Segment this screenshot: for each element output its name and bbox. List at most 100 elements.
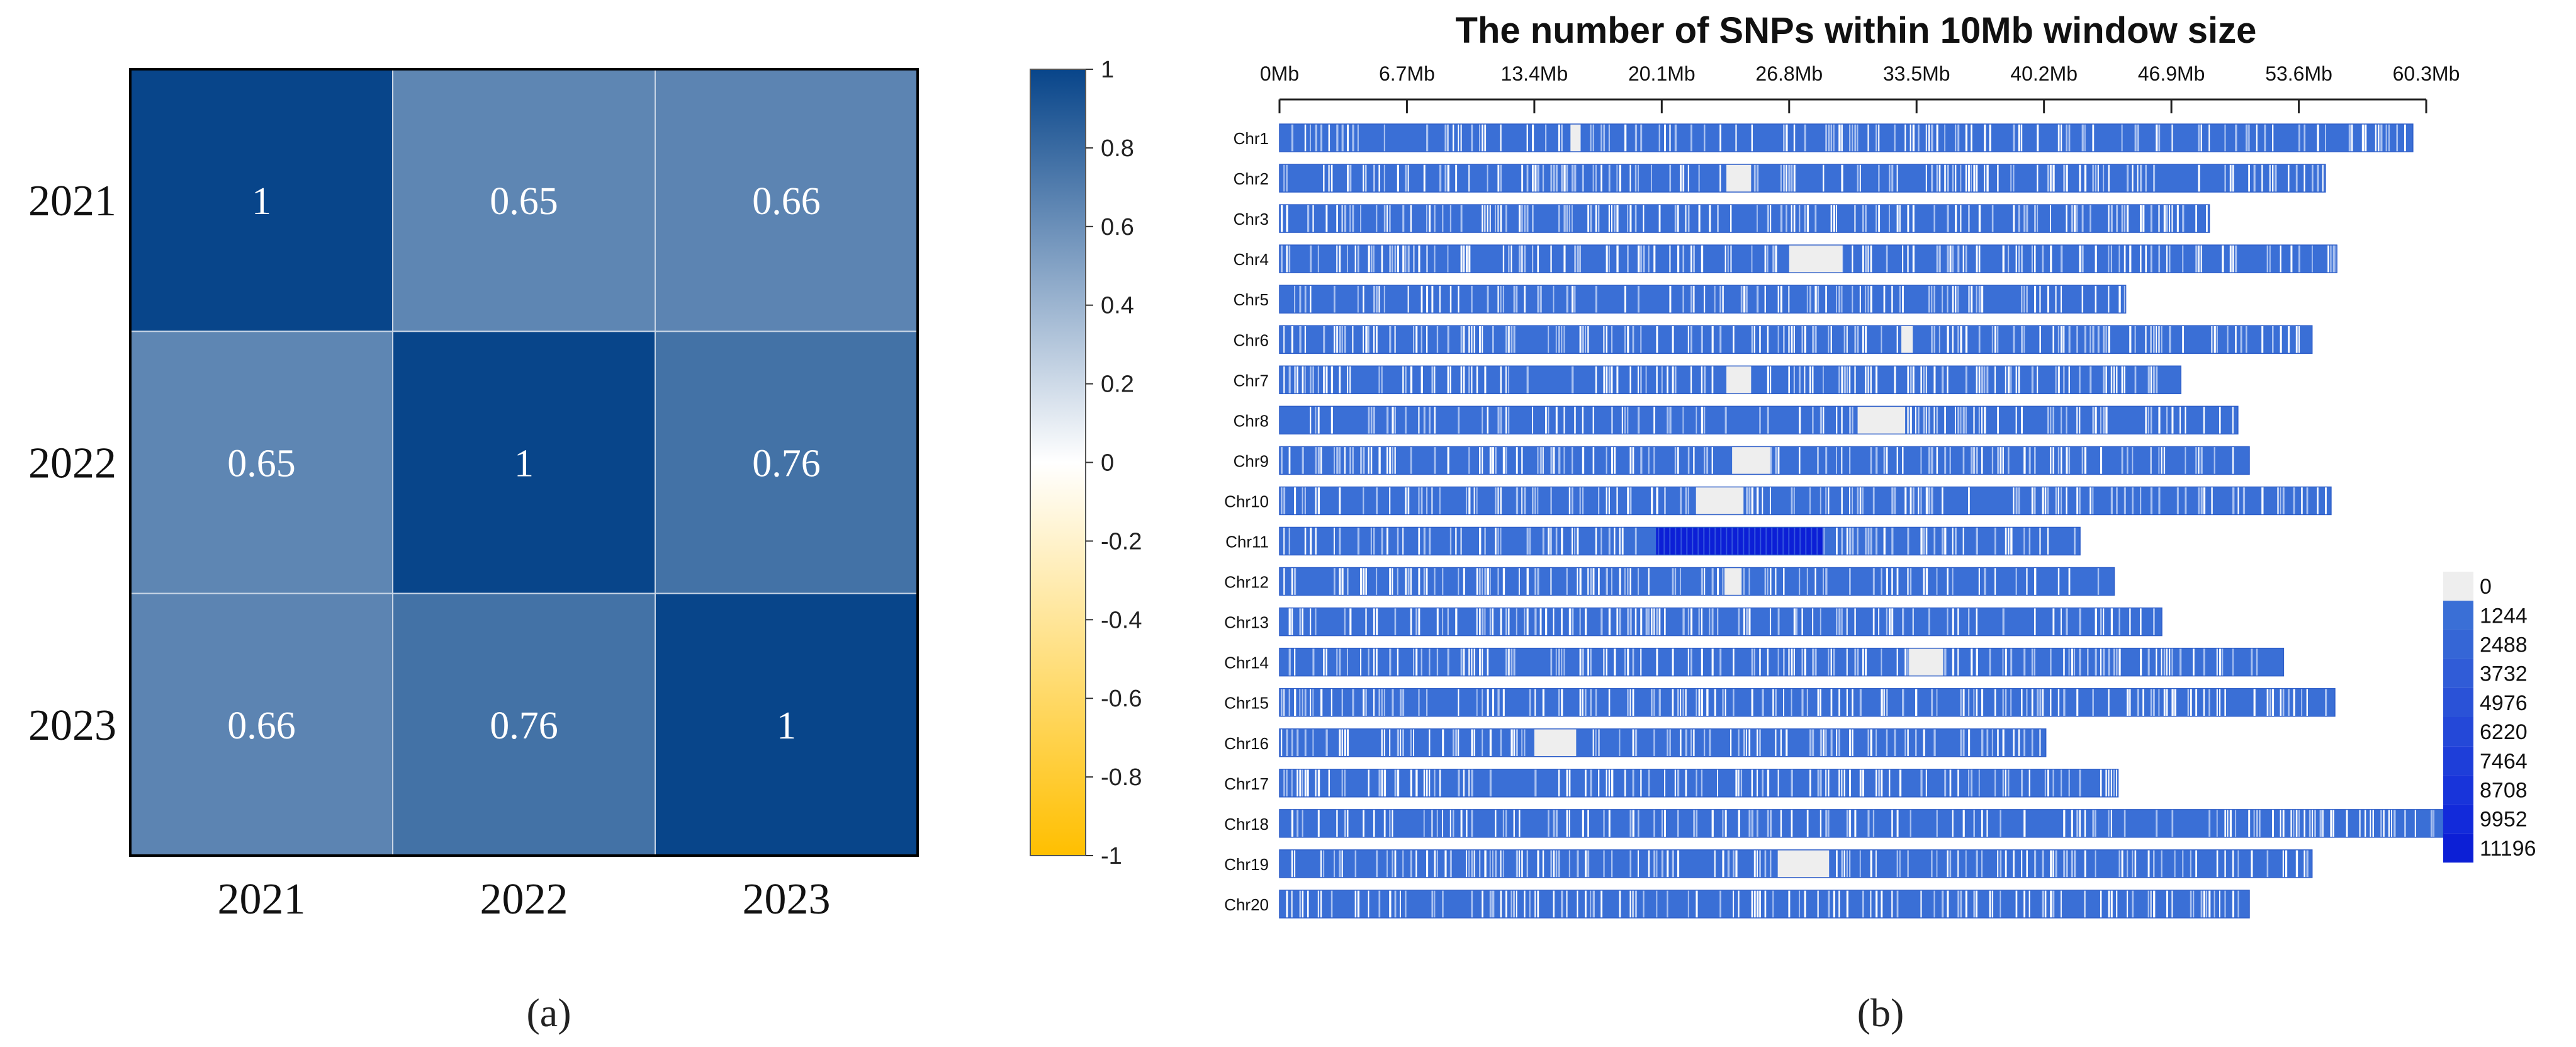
snp-window-stripe [2063,325,2065,354]
snp-window-stripe [1600,527,1602,555]
snp-window-stripe [1383,205,1386,233]
snp-window-stripe [1423,567,1426,596]
snp-window-stripe [2208,124,2210,152]
snp-window-stripe [1407,487,1410,515]
snp-window-stripe [1791,809,1793,837]
snp-window-stripe [1629,366,1631,394]
snp-window-stripe [1334,527,1335,555]
snp-window-stripe [2013,205,2015,233]
snp-window-stripe [1376,285,1378,314]
snp-window-stripe [1925,164,1927,193]
snp-window-stripe [1733,648,1735,676]
snp-window-stripe [1307,890,1309,918]
snp-window-stripe [2013,164,2015,193]
snp-window-stripe [1825,567,1828,596]
snp-window-stripe [1460,245,1463,273]
snp-window-stripe [1957,608,1959,636]
snp-window-stripe [2108,769,2110,797]
snp-window-stripe [1849,849,1851,878]
snp-window-stripe [1933,366,1936,394]
snp-window-stripe [1820,487,1821,515]
snp-window-stripe [1585,849,1587,878]
snp-window-stripe [1711,809,1714,837]
snp-window-stripe [2005,527,2007,555]
snp-window-stripe [1579,325,1582,354]
snp-window-stripe [1532,245,1534,273]
snp-window-stripe [1323,849,1325,878]
snp-window-stripe [2110,487,2113,515]
snp-window-stripe [2057,124,2060,152]
snp-window-stripe [1519,567,1520,596]
snp-window-stripe [2031,245,2033,273]
snp-window-stripe [1526,567,1529,596]
snp-window-stripe [1817,890,1819,918]
snp-window-stripe [1508,648,1510,676]
snp-window-stripe [1701,688,1703,716]
snp-window-stripe [2298,124,2300,152]
snp-window-stripe [1497,487,1499,515]
snp-window-stripe [2195,688,2198,716]
snp-window-stripe [2404,809,2407,837]
snp-window-stripe [1793,205,1796,233]
snp-window-stripe [2266,688,2269,716]
snp-window-stripe [1460,366,1463,394]
snp-window-stripe [2235,245,2237,273]
snp-window-stripe [1709,205,1711,233]
snp-window-stripe [1791,205,1792,233]
snp-hotspot-stripe [1794,527,1796,555]
snp-window-stripe [1698,164,1700,193]
snp-window-stripe [2092,688,2094,716]
snp-window-stripe [1365,567,1367,596]
snp-window-stripe [1724,809,1727,837]
snp-window-stripe [1764,849,1767,878]
snp-window-stripe [1704,406,1706,434]
snp-window-stripe [2370,809,2371,837]
snp-window-stripe [1534,890,1536,918]
snp-window-stripe [1638,567,1640,596]
snp-window-stripe [1788,890,1791,918]
snp-window-stripe [1310,608,1312,636]
snp-window-stripe [2182,325,2185,354]
snp-window-stripe [1347,728,1349,757]
snp-window-stripe [2081,245,2084,273]
legend-swatch [2443,804,2473,834]
heatmap-cell [392,69,656,332]
snp-window-stripe [2066,608,2068,636]
snp-window-stripe [1458,688,1460,716]
snp-window-stripe [1489,446,1492,475]
snp-window-stripe [2365,809,2366,837]
snp-window-stripe [2153,366,2155,394]
snp-window-stripe [1852,728,1853,757]
snp-gap [1724,567,1742,596]
snp-window-stripe [1709,608,1711,636]
snp-window-stripe [2095,406,2097,434]
snp-window-stripe [2071,648,2074,676]
snp-window-stripe [1751,769,1753,797]
snp-window-stripe [2280,809,2281,837]
snp-window-stripe [1616,608,1619,636]
snp-window-stripe [2303,124,2306,152]
snp-window-stripe [2061,245,2063,273]
snp-window-stripe [1841,285,1843,314]
snp-window-stripe [1757,487,1759,515]
snp-window-stripe [1653,849,1656,878]
snp-hotspot-stripe [1669,527,1671,555]
snp-window-stripe [2140,205,2142,233]
snp-window-stripe [1487,648,1489,676]
snp-window-stripe [1791,688,1792,716]
snp-window-stripe [1936,849,1938,878]
snp-window-stripe [2068,648,2070,676]
snp-window-stripe [1479,608,1481,636]
snp-window-stripe [1838,124,1841,152]
snp-window-stripe [1502,446,1505,475]
chromosome-row: Chr12 [1224,567,2115,596]
snp-window-stripe [1302,890,1304,918]
snp-window-stripe [1957,769,1959,797]
snp-window-stripe [1793,124,1796,152]
snp-window-stripe [1764,285,1766,314]
snp-window-stripe [1418,487,1420,515]
snp-window-stripe [1719,124,1722,152]
snp-window-stripe [2066,446,2068,475]
snp-window-stripe [1669,406,1672,434]
snp-window-stripe [1902,608,1904,636]
